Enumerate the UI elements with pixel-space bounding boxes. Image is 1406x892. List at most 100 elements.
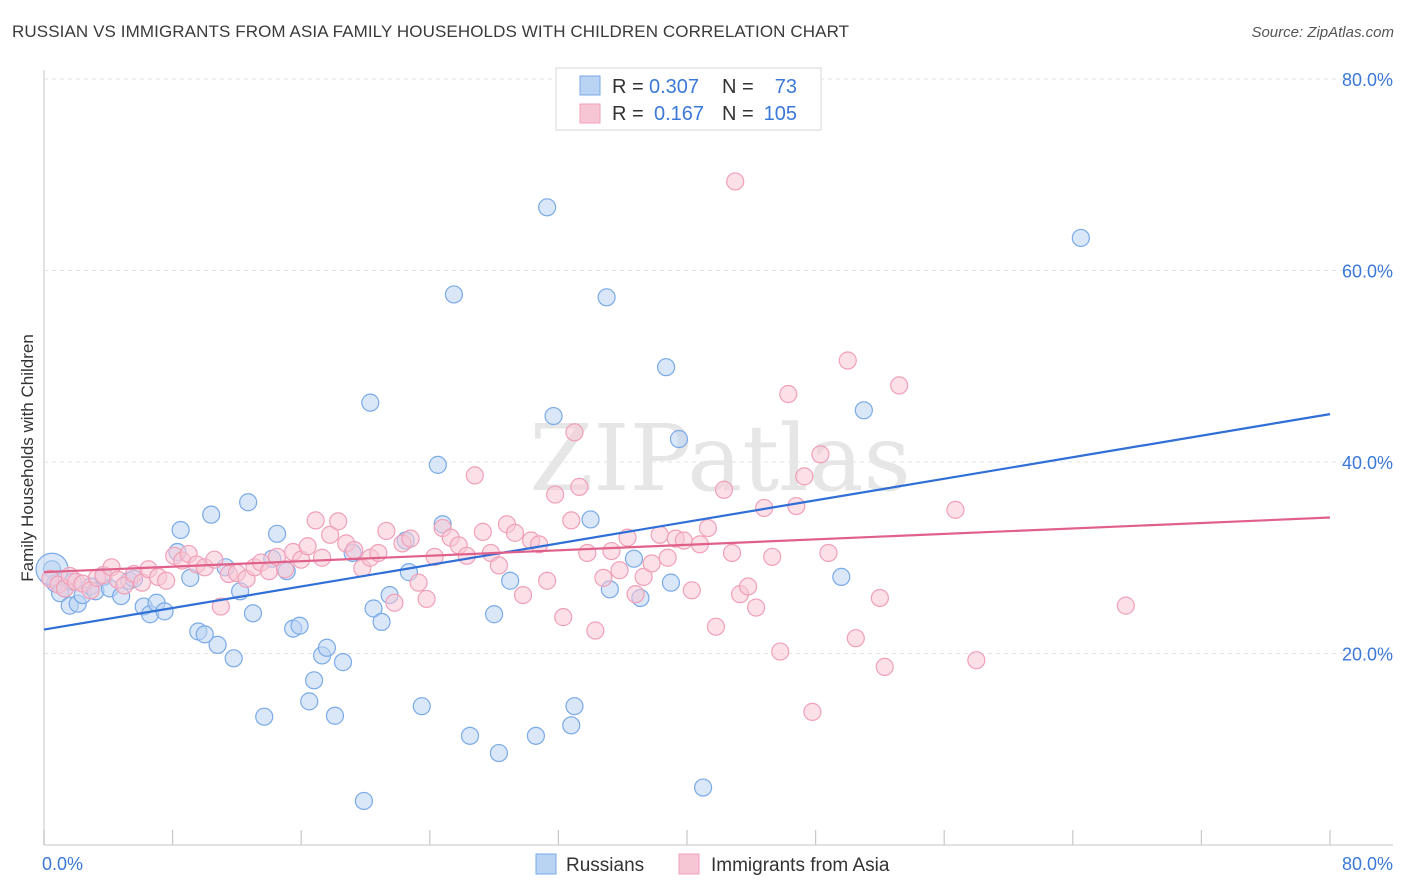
bottom-legend-label-russians: Russians bbox=[566, 855, 644, 876]
bottom-legend-label-asia: Immigrants from Asia bbox=[711, 855, 890, 876]
asia-point-38 bbox=[329, 512, 348, 531]
asia-point-98 bbox=[811, 445, 830, 464]
x-tick-label-min: 0.0% bbox=[42, 854, 83, 874]
asia-point-16 bbox=[157, 571, 176, 590]
russian-point-23 bbox=[195, 625, 214, 644]
asia-point-75 bbox=[626, 585, 645, 604]
russian-point-45 bbox=[361, 393, 380, 412]
asia-point-65 bbox=[546, 485, 565, 504]
russian-point-70 bbox=[661, 573, 681, 592]
asia-point-82 bbox=[682, 581, 701, 600]
asia-point-104 bbox=[967, 651, 986, 670]
russian-point-55 bbox=[460, 726, 480, 745]
russian-point-57 bbox=[489, 743, 509, 763]
asia-point-37 bbox=[321, 525, 340, 544]
russian-point-29 bbox=[239, 493, 258, 512]
source-label: Source: ZipAtlas.com bbox=[1251, 24, 1394, 41]
russian-point-44 bbox=[354, 791, 373, 811]
legend-n-value-1: 73 bbox=[775, 76, 797, 98]
asia-point-86 bbox=[714, 480, 734, 499]
asia-point-94 bbox=[779, 384, 798, 404]
asia-point-85 bbox=[706, 617, 726, 636]
asia-point-36 bbox=[312, 548, 332, 567]
trend-lines bbox=[43, 413, 1331, 631]
russian-point-38 bbox=[304, 671, 324, 690]
y-tick-label-3: 80.0% bbox=[1342, 70, 1393, 90]
russian-point-20 bbox=[171, 520, 190, 540]
russian-point-60 bbox=[538, 198, 557, 217]
asia-point-108 bbox=[846, 629, 865, 648]
axes bbox=[43, 70, 1393, 846]
asia-point-55 bbox=[465, 466, 484, 485]
asia-point-76 bbox=[634, 567, 653, 587]
asia-point-40 bbox=[345, 540, 364, 560]
asia-point-77 bbox=[642, 554, 661, 573]
russian-point-24 bbox=[202, 505, 221, 524]
correlation-legend: R = 0.307 N = 73 R = 0.167 N = 105 bbox=[555, 67, 822, 131]
asia-point-70 bbox=[586, 621, 605, 640]
russian-point-46 bbox=[364, 599, 383, 618]
asia-point-101 bbox=[870, 588, 890, 608]
asia-point-31 bbox=[276, 560, 295, 579]
russian-point-27 bbox=[224, 649, 243, 668]
asia-point-69 bbox=[578, 543, 597, 563]
russian-point-65 bbox=[597, 288, 616, 307]
asia-point-96 bbox=[795, 467, 814, 486]
legend-r-value-1: 0.307 bbox=[649, 76, 699, 98]
russian-point-30 bbox=[243, 604, 263, 623]
bottom-legend-swatch-asia bbox=[678, 853, 700, 875]
russian-point-63 bbox=[565, 697, 584, 716]
asia-point-73 bbox=[610, 561, 629, 580]
asia-point-66 bbox=[554, 608, 573, 627]
asia-point-79 bbox=[658, 548, 677, 567]
asia-point-58 bbox=[489, 556, 509, 575]
russian-point-64 bbox=[581, 510, 600, 529]
russian-point-59 bbox=[526, 726, 545, 745]
russian-point-36 bbox=[290, 616, 309, 635]
asia-point-23 bbox=[211, 597, 230, 616]
x-ticks bbox=[43, 830, 1331, 845]
legend-n-label-2: N = bbox=[722, 103, 754, 125]
russian-point-31 bbox=[255, 707, 274, 726]
russian-point-62 bbox=[562, 716, 581, 735]
russian-point-71 bbox=[669, 429, 689, 449]
russian-point-56 bbox=[485, 605, 504, 624]
asia-point-60 bbox=[505, 523, 525, 542]
legend-r-label-2: R = bbox=[612, 103, 644, 125]
asia-point-78 bbox=[650, 525, 669, 544]
russian-point-58 bbox=[501, 571, 520, 590]
asia-point-54 bbox=[457, 546, 476, 565]
asia-point-105 bbox=[1116, 596, 1135, 615]
y-axis-title: Family Households with Children bbox=[18, 334, 37, 582]
asia-point-44 bbox=[377, 521, 396, 541]
asia-point-103 bbox=[946, 500, 965, 519]
russian-point-67 bbox=[624, 549, 644, 568]
russian-point-52 bbox=[428, 455, 447, 474]
asia-point-45 bbox=[385, 593, 404, 612]
bottom-legend-swatch-russians bbox=[535, 853, 557, 875]
asia-point-68 bbox=[570, 477, 589, 496]
asia-point-61 bbox=[513, 585, 533, 605]
russian-point-41 bbox=[325, 706, 345, 725]
asia-point-97 bbox=[803, 702, 822, 722]
russian-point-75 bbox=[1071, 228, 1090, 248]
russian-point-42 bbox=[333, 653, 353, 672]
chart-title: RUSSIAN VS IMMIGRANTS FROM ASIA FAMILY H… bbox=[12, 22, 850, 41]
asia-point-107 bbox=[565, 423, 584, 442]
asia-point-93 bbox=[771, 642, 790, 661]
russian-point-69 bbox=[657, 358, 676, 377]
russian-point-72 bbox=[693, 778, 713, 797]
legend-swatch-russians bbox=[579, 75, 601, 96]
russian-point-51 bbox=[412, 697, 431, 716]
asia-point-106 bbox=[726, 172, 745, 191]
asia-point-34 bbox=[298, 537, 317, 556]
legend-swatch-asia bbox=[579, 103, 601, 124]
asia-point-95 bbox=[787, 496, 806, 516]
y-tick-label-2: 60.0% bbox=[1342, 262, 1393, 282]
asia-trend-line bbox=[43, 516, 1331, 574]
russian-point-25 bbox=[208, 635, 227, 654]
asia-point-67 bbox=[562, 511, 581, 530]
asia-point-81 bbox=[674, 531, 693, 550]
asia-point-49 bbox=[417, 589, 436, 609]
asia-point-48 bbox=[409, 573, 428, 592]
